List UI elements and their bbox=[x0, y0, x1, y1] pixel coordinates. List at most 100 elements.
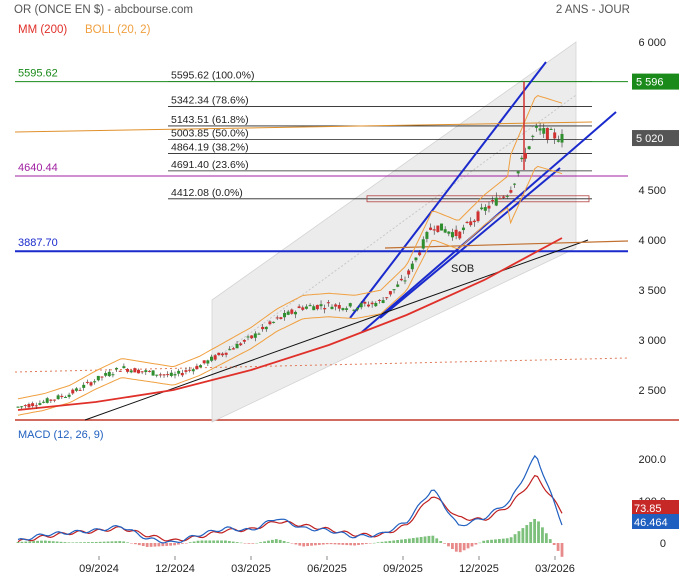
x-tick-label: 12/2024 bbox=[155, 563, 195, 575]
candle-body bbox=[356, 307, 360, 310]
macd-histogram-bar bbox=[63, 542, 67, 543]
macd-histogram-bar bbox=[180, 543, 184, 544]
candle-body bbox=[553, 132, 557, 139]
candle-body bbox=[16, 406, 20, 408]
macd-histogram-bar bbox=[196, 540, 200, 543]
candle-body bbox=[224, 352, 228, 355]
candle-body bbox=[20, 406, 24, 408]
candle-body bbox=[177, 370, 181, 374]
x-tick-label: 03/2025 bbox=[231, 563, 271, 575]
macd-histogram-bar bbox=[341, 543, 345, 545]
macd-histogram-bar bbox=[396, 540, 400, 543]
macd-histogram-bar bbox=[67, 542, 71, 543]
regression-channel-band bbox=[211, 41, 577, 423]
candle-body bbox=[527, 146, 531, 150]
candle-body bbox=[407, 270, 411, 275]
macd-histogram-bar bbox=[259, 542, 263, 543]
chart-header: OR (ONCE EN $) - abcbourse.com 2 ANS - JO… bbox=[14, 4, 630, 36]
y-tick-label: 2 500 bbox=[638, 385, 666, 397]
candle-body bbox=[352, 309, 356, 311]
candle-body bbox=[264, 326, 268, 330]
macd-histogram-bar bbox=[32, 541, 36, 543]
candle-body bbox=[345, 308, 349, 310]
candle-body bbox=[67, 394, 71, 397]
macd-histogram-bar bbox=[407, 538, 411, 543]
time-axis: 09/2024 12/2024 03/2025 06/2025 09/2025 12/20… bbox=[79, 556, 575, 575]
candle-body bbox=[290, 309, 294, 314]
candle-body bbox=[188, 369, 192, 371]
macd-histogram-bar bbox=[556, 543, 560, 551]
macd-histogram-bar bbox=[302, 543, 306, 547]
candle-body bbox=[195, 365, 199, 370]
macd-histogram-bar bbox=[411, 538, 415, 543]
candle-body bbox=[330, 306, 334, 310]
macd-histogram-bar bbox=[270, 539, 274, 543]
macd-histogram-bar bbox=[333, 543, 337, 545]
candle-body bbox=[480, 207, 484, 210]
ma200-line bbox=[17, 237, 563, 411]
candle-body bbox=[283, 312, 287, 318]
macd-histogram-bar bbox=[298, 543, 302, 546]
candle-body bbox=[272, 321, 276, 323]
macd-histogram-bar bbox=[286, 542, 290, 543]
candle-body bbox=[45, 398, 49, 403]
candle-body bbox=[549, 128, 553, 130]
candle-body bbox=[498, 198, 502, 200]
macd-histogram-bar bbox=[431, 535, 435, 543]
macd-histogram-bar bbox=[525, 525, 529, 543]
candle-body bbox=[242, 340, 246, 342]
candle-body bbox=[74, 388, 78, 391]
candle-body bbox=[297, 306, 301, 309]
candle-body bbox=[469, 221, 473, 226]
macd-histogram-bar bbox=[290, 543, 294, 544]
macd-histogram-bar bbox=[212, 540, 216, 543]
macd-histogram-bar bbox=[169, 543, 173, 546]
macd-histogram-bar bbox=[294, 543, 298, 545]
macd-histogram-bar bbox=[439, 541, 443, 543]
candle-body bbox=[184, 370, 188, 372]
candle-body bbox=[337, 305, 341, 309]
macd-histogram-bar bbox=[118, 541, 122, 543]
candle-body bbox=[531, 135, 535, 137]
candle-body bbox=[162, 374, 166, 376]
candle-body bbox=[144, 370, 148, 373]
candle-body bbox=[220, 353, 224, 356]
candle-body bbox=[286, 311, 290, 315]
candle-body bbox=[476, 211, 480, 222]
x-tick-label: 03/2026 bbox=[535, 563, 575, 575]
candle-body bbox=[140, 371, 144, 373]
macd-histogram-bar bbox=[79, 542, 83, 543]
legend-ma200: MM (200) bbox=[18, 24, 67, 36]
candle-body bbox=[261, 326, 265, 330]
candle-body bbox=[450, 232, 454, 238]
macd-value-bg bbox=[632, 514, 679, 529]
price-candles bbox=[16, 81, 564, 410]
macd-histogram-bar bbox=[149, 543, 153, 547]
macd-histogram-bar bbox=[314, 543, 317, 546]
macd-histogram-bar bbox=[87, 542, 90, 543]
macd-histogram-bar bbox=[267, 540, 270, 543]
macd-histogram-bar bbox=[282, 541, 286, 543]
candle-body bbox=[472, 220, 476, 223]
candle-body bbox=[31, 403, 35, 407]
y-tick-label: 6 000 bbox=[638, 37, 666, 49]
candle-body bbox=[487, 205, 491, 209]
macd-histogram-bar bbox=[454, 543, 458, 552]
candle-body bbox=[118, 370, 122, 372]
candle-body bbox=[315, 304, 319, 310]
macd-histogram-bar bbox=[224, 540, 227, 543]
macd-histogram-bar bbox=[372, 542, 376, 544]
macd-histogram-bar bbox=[251, 543, 255, 544]
macd-histogram-bar bbox=[59, 541, 63, 543]
macd-histogram-bar bbox=[102, 541, 106, 543]
macd-histogram-bar bbox=[560, 543, 564, 557]
candle-body bbox=[392, 289, 396, 291]
candle-body bbox=[169, 372, 173, 376]
macd-histogram-bar bbox=[349, 543, 353, 546]
candle-body bbox=[60, 395, 64, 398]
candle-body bbox=[312, 306, 316, 311]
macd-histogram-bar bbox=[466, 543, 470, 549]
macd-histogram-bar bbox=[71, 542, 75, 543]
candle-body bbox=[538, 128, 542, 131]
macd-histogram-bar bbox=[368, 543, 372, 544]
